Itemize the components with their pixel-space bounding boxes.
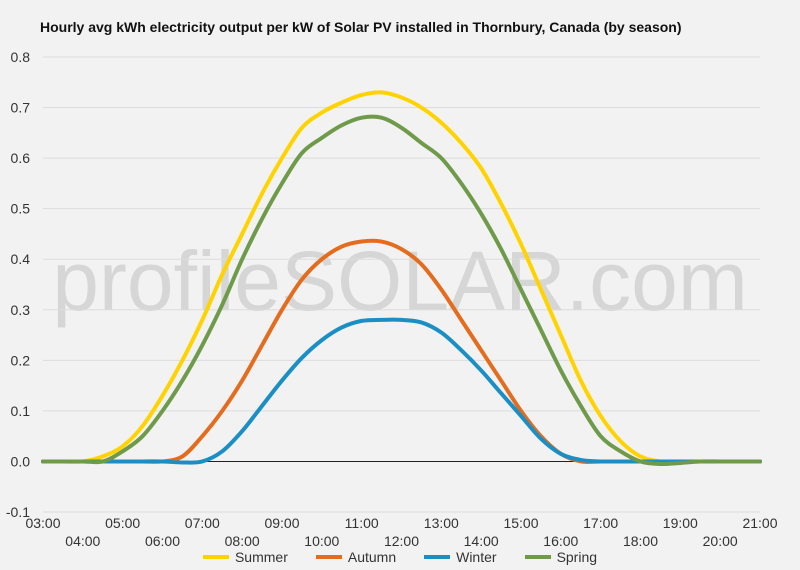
legend-item-winter[interactable]: Winter bbox=[424, 549, 497, 565]
x-tick-label: 08:00 bbox=[225, 533, 260, 549]
y-tick-label: 0.8 bbox=[11, 49, 31, 65]
x-tick-label: 19:00 bbox=[663, 515, 698, 531]
series-line-winter bbox=[41, 317, 762, 465]
legend-item-spring[interactable]: Spring bbox=[524, 549, 598, 565]
legend-label: Spring bbox=[556, 549, 598, 565]
legend-item-autumn[interactable]: Autumn bbox=[315, 549, 397, 565]
x-tick-label: 05:00 bbox=[105, 515, 140, 531]
legend: Summer Autumn Winter Spring bbox=[0, 549, 800, 565]
y-tick-label: 0.4 bbox=[11, 251, 31, 267]
y-tick-label: -0.1 bbox=[6, 504, 30, 520]
legend-item-summer[interactable]: Summer bbox=[202, 549, 288, 565]
series-line-spring bbox=[41, 114, 762, 467]
x-tick-label: 16:00 bbox=[543, 533, 578, 549]
y-tick-label: 0.6 bbox=[11, 150, 31, 166]
y-tick-label: 0.2 bbox=[11, 352, 31, 368]
x-tick-label: 15:00 bbox=[503, 515, 538, 531]
x-tick-label: 21:00 bbox=[742, 515, 777, 531]
x-tick-label: 09:00 bbox=[264, 515, 299, 531]
y-tick-label: 0.3 bbox=[11, 302, 31, 318]
series-line-summer bbox=[41, 90, 762, 464]
y-tick-label: 0.0 bbox=[11, 453, 31, 469]
y-tick-label: 0.7 bbox=[11, 100, 31, 116]
legend-swatch bbox=[524, 555, 551, 559]
x-tick-label: 07:00 bbox=[185, 515, 220, 531]
legend-swatch bbox=[202, 555, 229, 559]
y-axis-ticks: -0.1 0.0 0.1 0.2 0.3 0.4 0.5 0.6 0.7 0.8 bbox=[6, 49, 30, 520]
chart-title: Hourly avg kWh electricity output per kW… bbox=[40, 19, 682, 35]
x-tick-label: 10:00 bbox=[304, 533, 339, 549]
x-tick-label: 12:00 bbox=[384, 533, 419, 549]
x-tick-label: 17:00 bbox=[583, 515, 618, 531]
x-tick-label: 04:00 bbox=[65, 533, 100, 549]
legend-label: Winter bbox=[456, 549, 497, 565]
x-tick-label: 20:00 bbox=[703, 533, 738, 549]
series-lines bbox=[41, 90, 762, 467]
x-tick-label: 14:00 bbox=[464, 533, 499, 549]
x-tick-label: 11:00 bbox=[345, 515, 379, 531]
x-tick-label: 13:00 bbox=[424, 515, 459, 531]
x-tick-label: 06:00 bbox=[145, 533, 180, 549]
legend-label: Autumn bbox=[347, 549, 397, 565]
legend-label: Summer bbox=[234, 549, 288, 565]
legend-swatch bbox=[424, 555, 451, 559]
legend-swatch bbox=[315, 555, 342, 559]
grid bbox=[43, 56, 760, 513]
y-tick-label: 0.5 bbox=[11, 201, 31, 217]
x-tick-label: 18:00 bbox=[623, 533, 658, 549]
y-tick-label: 0.1 bbox=[11, 403, 31, 419]
x-tick-label: 03:00 bbox=[25, 515, 60, 531]
